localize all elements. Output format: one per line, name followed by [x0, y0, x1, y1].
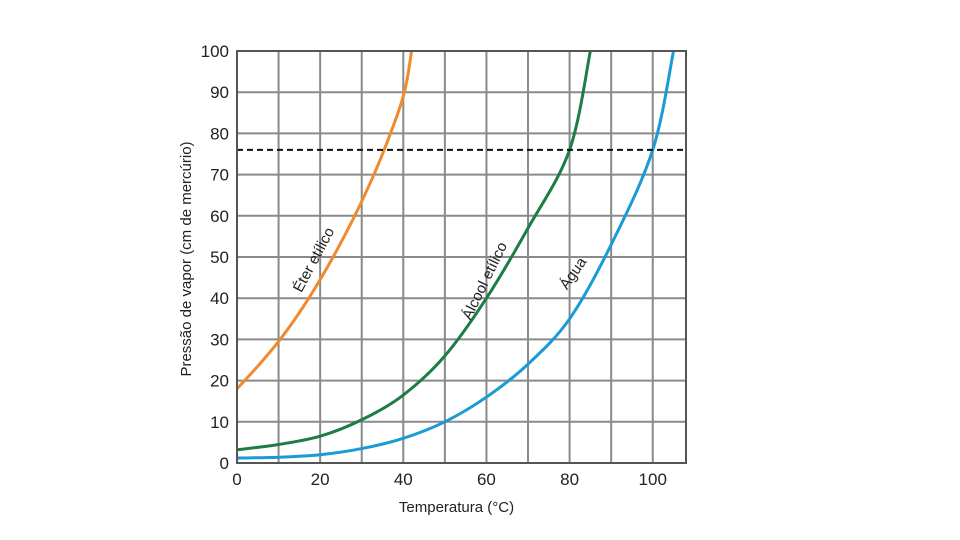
- y-tick-label: 0: [220, 454, 229, 473]
- y-tick-label: 10: [210, 413, 229, 432]
- y-tick-label: 60: [210, 207, 229, 226]
- tick-labels: 0 20 40 60 80 100 0 10 20 30 40 50 60 70 80 90 100: [201, 42, 667, 489]
- y-tick-label: 40: [210, 289, 229, 308]
- y-tick-label: 20: [210, 372, 229, 391]
- series-line-0: [237, 51, 414, 390]
- curve-labels: Éter etílico Álcool etílico Água: [290, 225, 591, 323]
- y-tick-label: 70: [210, 166, 229, 185]
- y-tick-label: 30: [210, 330, 229, 349]
- x-tick-label: 0: [232, 470, 241, 489]
- curve-label-1: Álcool etílico: [459, 239, 511, 322]
- series-line-2: [237, 51, 675, 460]
- y-tick-label: 50: [210, 248, 229, 267]
- x-tick-label: 100: [639, 470, 667, 489]
- x-tick-label: 80: [560, 470, 579, 489]
- grid: [236, 50, 686, 464]
- y-tick-label: 90: [210, 83, 229, 102]
- y-axis-title: Pressão de vapor (cm de mercúrio): [178, 141, 195, 376]
- series-line-1: [237, 51, 592, 452]
- y-tick-label: 100: [201, 42, 229, 61]
- y-tick-label: 80: [210, 124, 229, 143]
- curve-label-2: Água: [556, 254, 590, 293]
- plot-frame: [236, 50, 687, 464]
- series-curves: [237, 51, 675, 460]
- x-axis-title: Temperatura (°C): [399, 499, 514, 516]
- x-tick-label: 20: [311, 470, 330, 489]
- x-tick-label: 40: [394, 470, 413, 489]
- x-tick-label: 60: [477, 470, 496, 489]
